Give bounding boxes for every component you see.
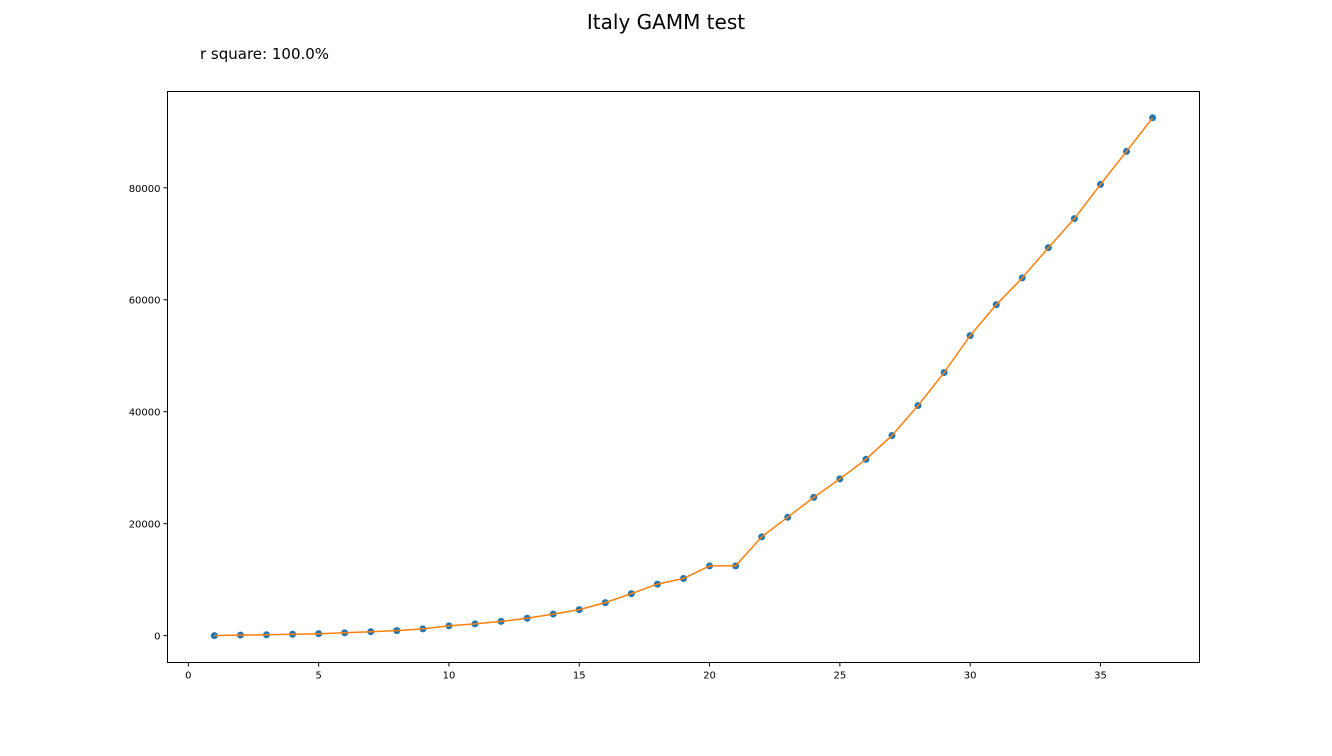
y-tick-label: 20000 [129,520,161,531]
x-tick-label: 35 [1094,671,1107,682]
x-tick-label: 25 [833,671,846,682]
x-tick-label: 0 [185,671,191,682]
x-tick-label: 30 [964,671,977,682]
series-layer [210,114,1157,640]
y-tick-label: 40000 [129,408,161,419]
x-tick-label: 15 [573,671,586,682]
x-tick-label: 10 [443,671,456,682]
chart-title: Italy GAMM test [586,10,746,34]
axis-ticks: 0 5 10 15 20 25 30 35 0 20000 40000 60000 80000 [129,184,1107,682]
y-tick-label: 60000 [129,296,161,307]
y-tick-label: 80000 [129,184,161,195]
series-line [214,117,1154,637]
chart-subtitle: r square: 100.0% [200,45,330,63]
y-tick-label: 0 [154,632,160,643]
x-tick-label: 20 [703,671,716,682]
x-tick-label: 5 [315,671,321,682]
plot-frame [167,91,1200,663]
